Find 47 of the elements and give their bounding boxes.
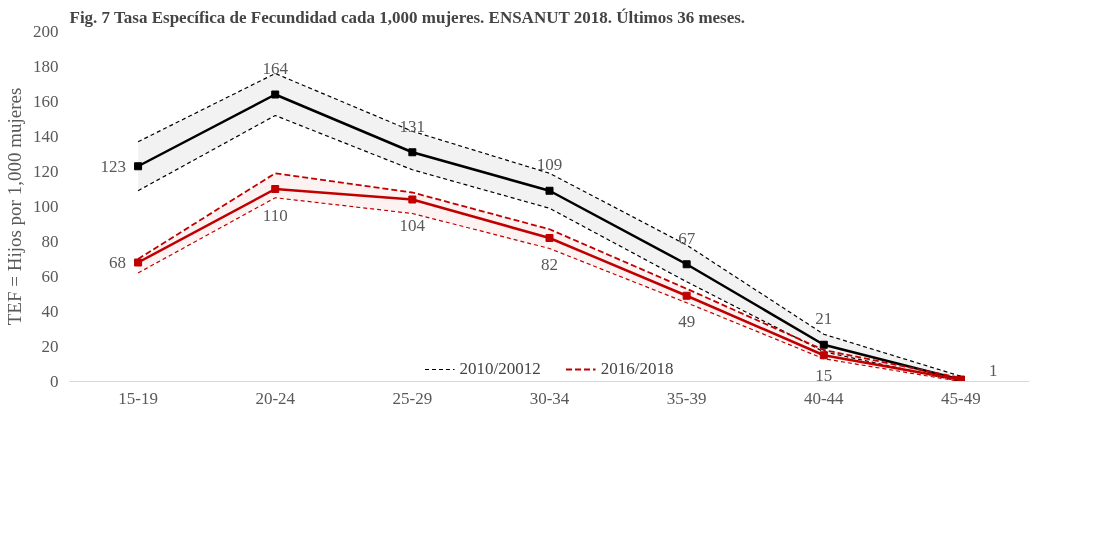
legend-label: 2016/2018 bbox=[600, 359, 674, 379]
y-axis-title: TEF = Hijos por 1,000 mujeres bbox=[4, 87, 25, 326]
point bbox=[134, 258, 143, 267]
data-label: 131 bbox=[399, 116, 426, 136]
x-tick-label: 40-44 bbox=[803, 388, 845, 408]
y-tick-label: 140 bbox=[33, 127, 59, 146]
data-label: 110 bbox=[262, 205, 288, 225]
data-label: 49 bbox=[678, 312, 696, 332]
point bbox=[545, 234, 554, 242]
y-tick-label: 200 bbox=[33, 22, 59, 41]
data-label: 123 bbox=[100, 156, 127, 176]
x-tick-label: 15-19 bbox=[118, 388, 158, 408]
point bbox=[682, 260, 691, 269]
data-label: 164 bbox=[262, 59, 289, 78]
y-tick-label: 40 bbox=[41, 302, 59, 321]
point bbox=[819, 351, 828, 360]
legend-label: 2010/20012 bbox=[459, 359, 541, 379]
point bbox=[682, 291, 691, 300]
data-label: 104 bbox=[399, 216, 426, 235]
y-tick-label: 120 bbox=[33, 162, 59, 181]
y-tick-label: 180 bbox=[33, 57, 59, 76]
data-label: 82 bbox=[541, 254, 558, 274]
x-tick-label: 35-39 bbox=[666, 388, 707, 408]
point bbox=[819, 340, 828, 349]
y-tick-label: 20 bbox=[41, 337, 59, 356]
point bbox=[545, 186, 554, 195]
y-tick-label: 60 bbox=[41, 267, 59, 286]
point bbox=[134, 162, 143, 171]
y-tick-label: 100 bbox=[33, 197, 59, 216]
point bbox=[408, 148, 417, 157]
data-label: 21 bbox=[815, 309, 833, 329]
data-label: 67 bbox=[678, 228, 696, 248]
x-tick-label: 20-24 bbox=[255, 388, 296, 408]
y-tick-label: 160 bbox=[33, 92, 59, 111]
y-tick-label: 80 bbox=[41, 232, 59, 251]
x-tick-label: 45-49 bbox=[941, 388, 981, 408]
chart-title: Fig. 7 Tasa Específica de Fecundidad cada 1,000 mujeres. ENSANUT 2018. Últimos 36 meses. bbox=[69, 7, 746, 27]
data-label: 15 bbox=[815, 365, 833, 385]
x-tick-label: 30-34 bbox=[529, 388, 570, 408]
data-label: 68 bbox=[109, 253, 127, 272]
point bbox=[408, 195, 417, 204]
data-label: 1 bbox=[988, 361, 998, 381]
point bbox=[271, 185, 280, 193]
data-label: 109 bbox=[536, 155, 563, 175]
point bbox=[271, 90, 280, 99]
x-tick-label: 25-29 bbox=[392, 388, 433, 408]
y-tick-label: 0 bbox=[50, 372, 59, 391]
